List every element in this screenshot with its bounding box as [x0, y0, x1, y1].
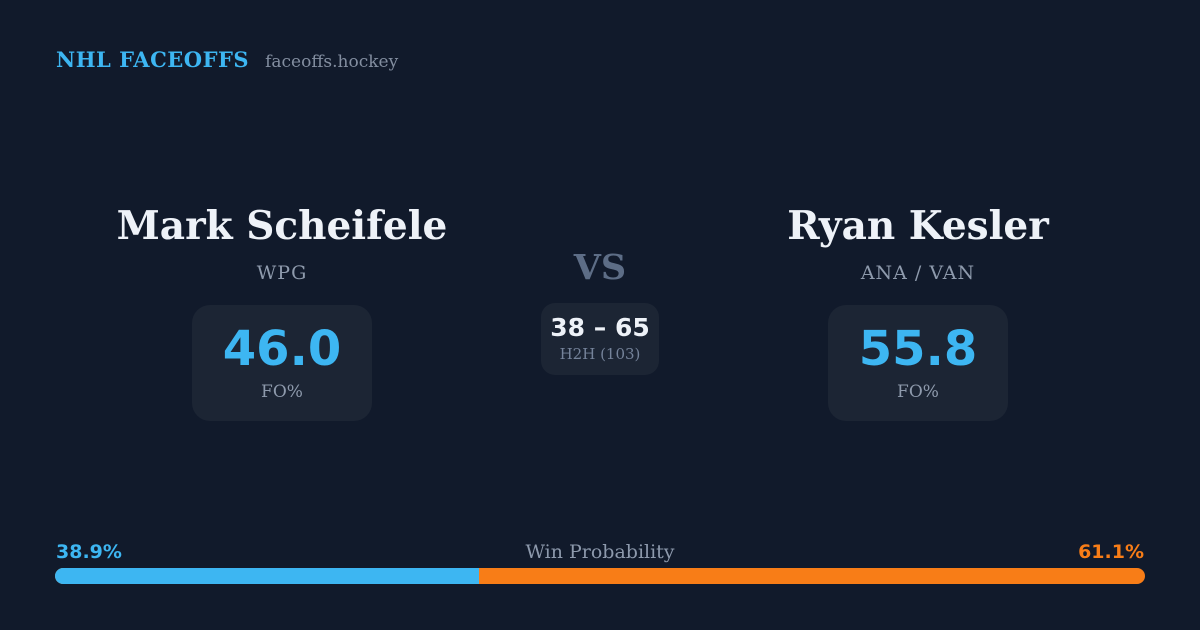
win-probability-bar [55, 568, 1145, 584]
player-right-fo-value: 55.8 [858, 320, 978, 377]
win-prob-right-pct: 61.1% [1078, 541, 1144, 563]
player-right-team: ANA / VAN [860, 262, 976, 284]
vs-label: VS [573, 247, 627, 288]
player-right-fo-label: FO% [897, 381, 939, 402]
win-probability-title: Win Probability [525, 541, 675, 563]
player-right-column: Ryan Kesler ANA / VAN 55.8 FO% [718, 207, 1118, 421]
player-left-stat-card: 46.0 FO% [192, 305, 372, 421]
win-prob-fill-left [55, 568, 479, 584]
player-left-column: Mark Scheifele WPG 46.0 FO% [82, 207, 482, 421]
header: NHL FACEOFFS faceoffs.hockey [56, 47, 398, 72]
player-left-fo-value: 46.0 [222, 320, 342, 377]
player-left-name: Mark Scheifele [116, 203, 448, 249]
center-column: VS 38 – 65 H2H (103) [450, 250, 750, 375]
h2h-label: H2H (103) [559, 345, 641, 363]
brand-wordmark: NHL FACEOFFS [56, 47, 250, 72]
player-left-fo-label: FO% [261, 381, 303, 402]
win-probability-labels: 38.9% Win Probability 61.1% [55, 541, 1145, 565]
h2h-card: 38 – 65 H2H (103) [541, 303, 659, 375]
site-url: faceoffs.hockey [265, 52, 399, 72]
player-left-team: WPG [256, 262, 308, 284]
win-prob-left-pct: 38.9% [56, 541, 122, 563]
h2h-score: 38 – 65 [550, 313, 650, 342]
player-right-stat-card: 55.8 FO% [828, 305, 1008, 421]
player-right-name: Ryan Kesler [787, 203, 1049, 249]
